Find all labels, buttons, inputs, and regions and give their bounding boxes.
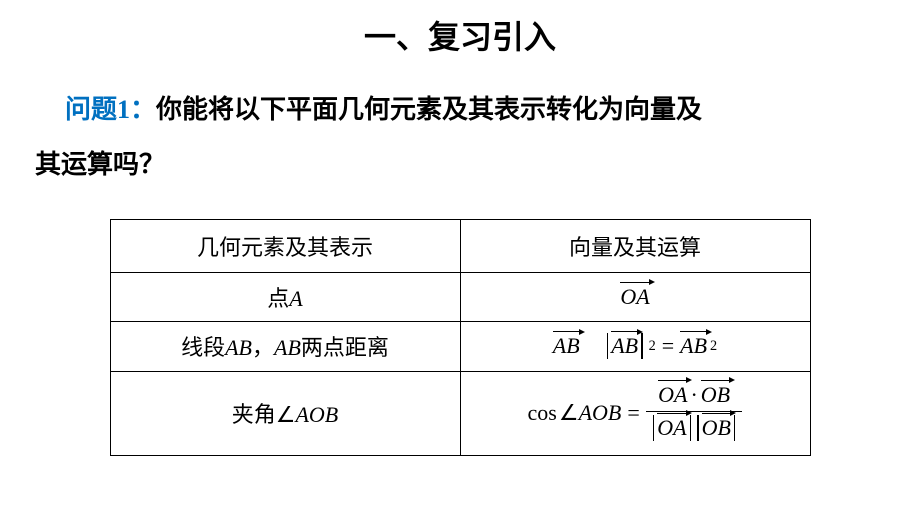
angle-aob: AOB bbox=[295, 402, 338, 427]
vector-oa-den: OA bbox=[657, 415, 686, 441]
point-prefix: 点 bbox=[267, 286, 289, 311]
question-label: 问题 bbox=[65, 94, 117, 124]
vector-ab-2: AB bbox=[680, 333, 707, 359]
cell-angle-vector: cos ∠AOB = OA·OB OA OB bbox=[460, 371, 810, 455]
abs-oa: OA bbox=[650, 415, 694, 441]
segment-ab: AB bbox=[225, 335, 252, 360]
abs-ab: AB bbox=[604, 333, 646, 359]
vector-ob-num: OB bbox=[701, 382, 730, 408]
cell-segment-geom: 线段AB，AB两点距离 bbox=[110, 321, 460, 371]
angle-aob-2: AOB bbox=[579, 400, 622, 426]
page-title: 一、复习引入 bbox=[0, 0, 920, 58]
angle-symbol: ∠ bbox=[276, 402, 296, 427]
vector-ab-abs: AB bbox=[611, 333, 638, 359]
question-text-1: 你能将以下平面几何元素及其表示转化为向量及 bbox=[156, 94, 702, 124]
conversion-table: 几何元素及其表示 向量及其运算 点A OA 线段AB，AB两点距离 AB AB2… bbox=[110, 219, 811, 456]
angle-prefix: 夹角 bbox=[232, 402, 276, 427]
table-container: 几何元素及其表示 向量及其运算 点A OA 线段AB，AB两点距离 AB AB2… bbox=[0, 219, 920, 456]
question-text-2: 其运算吗？ bbox=[35, 149, 165, 179]
cos-label: cos bbox=[528, 400, 557, 426]
squared-2: 2 bbox=[710, 338, 717, 355]
points-ab: AB bbox=[274, 335, 301, 360]
table-row: 线段AB，AB两点距离 AB AB2 = AB2 bbox=[110, 321, 810, 371]
segment-sep: ， bbox=[252, 335, 274, 360]
question-line-1: 问题1：你能将以下平面几何元素及其表示转化为向量及 bbox=[0, 86, 920, 134]
header-col1: 几何元素及其表示 bbox=[110, 219, 460, 272]
abs-ob: OB bbox=[694, 415, 738, 441]
question-line-2: 其运算吗？ bbox=[0, 144, 920, 181]
cell-segment-vector: AB AB2 = AB2 bbox=[460, 321, 810, 371]
cosine-formula: cos ∠AOB = OA·OB OA OB bbox=[528, 380, 743, 447]
magnitude-equation: AB2 = AB2 bbox=[604, 333, 718, 359]
vector-ob-den: OB bbox=[702, 415, 731, 441]
table-row: 夹角∠AOB cos ∠AOB = OA·OB OAOB bbox=[110, 371, 810, 455]
table-header-row: 几何元素及其表示 向量及其运算 bbox=[110, 219, 810, 272]
equals-sign: = bbox=[662, 333, 674, 359]
vector-oa-num: OA bbox=[658, 382, 687, 408]
question-colon: ： bbox=[130, 94, 156, 124]
angle-symbol-2: ∠ bbox=[559, 400, 579, 426]
equals-sign-2: = bbox=[627, 400, 639, 426]
fraction: OA·OB OA OB bbox=[646, 380, 743, 447]
header-col2: 向量及其运算 bbox=[460, 219, 810, 272]
point-symbol: A bbox=[289, 286, 302, 311]
table-row: 点A OA bbox=[110, 272, 810, 321]
segment-prefix: 线段 bbox=[181, 335, 225, 360]
segment-vector-group: AB AB2 = AB2 bbox=[553, 333, 717, 359]
cell-point-geom: 点A bbox=[110, 272, 460, 321]
cell-point-vector: OA bbox=[460, 272, 810, 321]
denominator: OA OB bbox=[646, 411, 743, 447]
dot-product: · bbox=[690, 382, 697, 407]
cell-angle-geom: 夹角∠AOB bbox=[110, 371, 460, 455]
segment-suffix: 两点距离 bbox=[301, 335, 389, 360]
numerator: OA·OB bbox=[654, 380, 734, 411]
squared-1: 2 bbox=[649, 338, 656, 355]
vector-ab: AB bbox=[553, 333, 580, 359]
question-number: 1 bbox=[117, 95, 130, 124]
vector-oa: OA bbox=[620, 284, 649, 310]
